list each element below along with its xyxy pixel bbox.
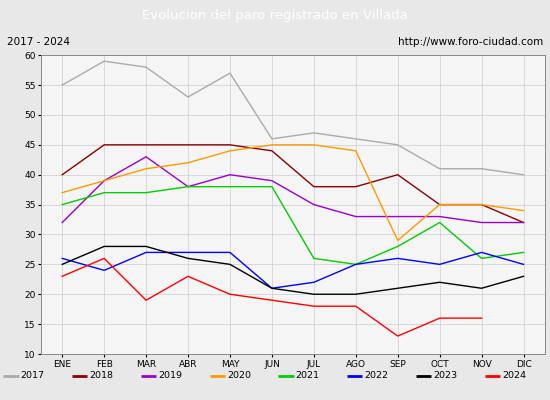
Text: 2017 - 2024: 2017 - 2024 [7,37,70,47]
Text: 2024: 2024 [502,372,526,380]
Text: http://www.foro-ciudad.com: http://www.foro-ciudad.com [398,37,543,47]
Text: 2019: 2019 [158,372,182,380]
Text: 2018: 2018 [89,372,113,380]
Text: Evolucion del paro registrado en Villada: Evolucion del paro registrado en Villada [142,8,408,22]
Text: 2021: 2021 [296,372,320,380]
Text: 2023: 2023 [433,372,457,380]
Text: 2017: 2017 [21,372,45,380]
Text: 2022: 2022 [364,372,388,380]
Text: 2020: 2020 [227,372,251,380]
